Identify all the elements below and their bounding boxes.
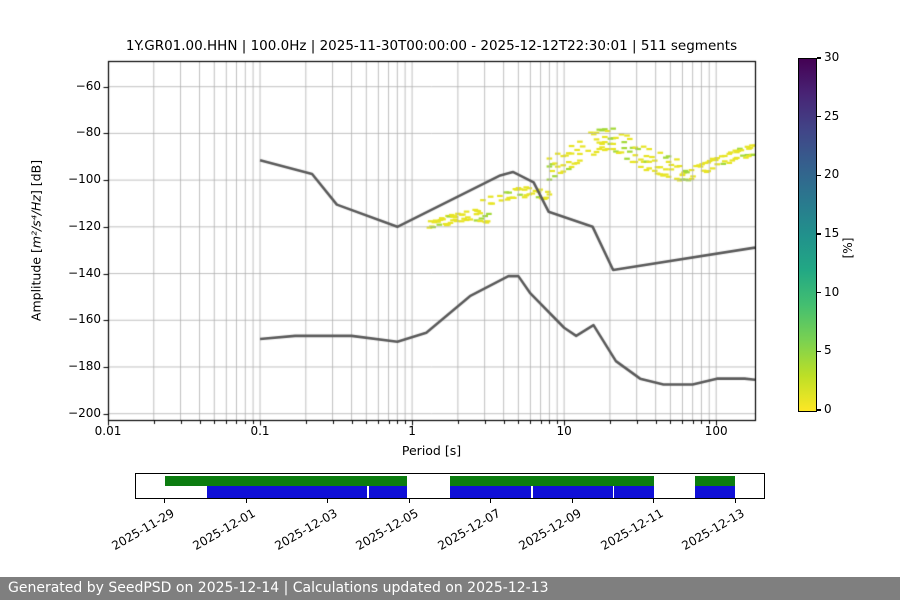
- availability-tick: [164, 499, 166, 503]
- x-axis-label: Period [s]: [401, 443, 462, 458]
- footer-bar: Generated by SeedPSD on 2025-12-14 | Cal…: [0, 577, 900, 600]
- availability-bar: [135, 473, 765, 499]
- y-tick-label: −160: [68, 312, 101, 327]
- y-tick-label: −60: [75, 78, 101, 93]
- colorbar-tick-label: 15: [824, 226, 840, 240]
- y-tick-label: −120: [68, 218, 101, 233]
- availability-tick: [734, 499, 736, 503]
- y-tick-label: −140: [68, 265, 101, 280]
- colorbar: [798, 58, 817, 412]
- availability-segment-data: [694, 476, 736, 486]
- availability-segment-psd: [694, 486, 736, 498]
- colorbar-tick: [816, 350, 821, 352]
- footer-text: Generated by SeedPSD on 2025-12-14 | Cal…: [8, 580, 549, 596]
- x-tick-label: 0.1: [250, 424, 270, 438]
- availability-gap-separator: [531, 486, 533, 498]
- availability-tick: [408, 499, 410, 503]
- x-tick-label: 100: [704, 424, 728, 438]
- colorbar-tick-label: 0: [824, 402, 832, 416]
- availability-tick: [653, 499, 655, 503]
- y-tick-label: −180: [68, 358, 101, 373]
- colorbar-tick: [816, 292, 821, 294]
- availability-tick: [571, 499, 573, 503]
- availability-segment-data: [165, 476, 408, 486]
- availability-segment-psd: [206, 486, 408, 498]
- colorbar-tick: [816, 116, 821, 118]
- y-tick-label: −100: [68, 172, 101, 187]
- availability-tick: [327, 499, 329, 503]
- colorbar-tick-label: 20: [824, 167, 840, 182]
- x-tick-label: 1: [408, 424, 416, 438]
- x-tick-label: 10: [556, 424, 572, 438]
- availability-segment-psd: [450, 486, 655, 498]
- colorbar-tick: [816, 409, 821, 411]
- x-tick-label: 0.01: [94, 424, 122, 438]
- availability-gap-separator: [612, 486, 615, 498]
- availability-tick: [490, 499, 492, 503]
- y-axis-label-prefix: Amplitude [: [28, 248, 44, 322]
- colorbar-tick: [816, 57, 821, 59]
- availability-gap-separator: [367, 486, 369, 498]
- colorbar-tick-label: 5: [824, 343, 832, 358]
- colorbar-tick-label: 30: [824, 50, 840, 64]
- colorbar-tick-label: 10: [824, 284, 840, 299]
- availability-segment-data: [450, 476, 655, 486]
- y-tick-label: −200: [68, 405, 101, 420]
- colorbar-tick: [816, 174, 821, 176]
- chart-title: 1Y.GR01.00.HHN | 100.0Hz | 2025-11-30T00…: [125, 38, 738, 54]
- availability-tick: [245, 499, 247, 503]
- y-tick-label: −80: [75, 125, 101, 140]
- colorbar-tick-label: 25: [824, 108, 840, 123]
- colorbar-tick: [816, 233, 821, 235]
